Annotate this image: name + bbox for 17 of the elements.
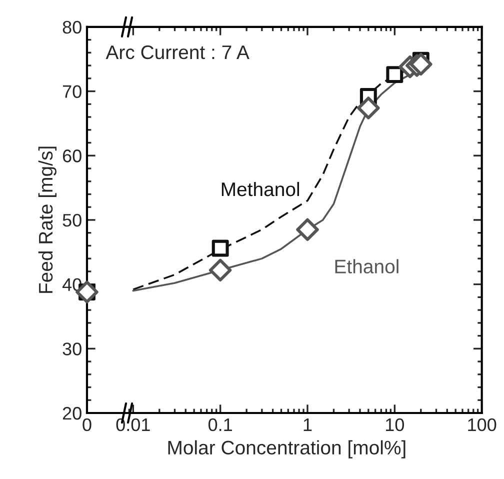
x-tick-label: 10 <box>386 418 404 432</box>
y-axis-title: Feed Rate [mg/s] <box>38 146 56 293</box>
y-tick-label: 80 <box>62 20 82 34</box>
y-tick-label: 20 <box>62 406 82 420</box>
x-tick-label: 0 <box>82 418 92 432</box>
y-tick-label: 50 <box>62 214 82 227</box>
x-tick-label: 100 <box>468 418 496 432</box>
y-tick-label: 30 <box>62 342 82 356</box>
x-tick-label: 1 <box>304 418 312 431</box>
series-label: Ethanol <box>335 259 398 274</box>
x-tick-label: 0.01 <box>116 418 150 432</box>
text: Methanol <box>222 182 300 196</box>
x-axis-title: Molar Concentration [mol%] <box>168 440 406 458</box>
y-tick-label: 60 <box>62 150 82 162</box>
annotation: Arc Current : 7 A <box>106 45 250 60</box>
y-tick-label: 70 <box>62 85 82 98</box>
x-tick-label: 0.1 <box>208 418 232 432</box>
